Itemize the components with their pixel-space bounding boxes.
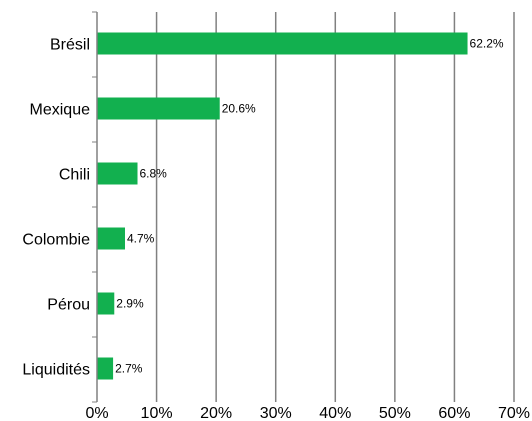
x-tick-label: 40%	[319, 405, 351, 421]
data-label: 6.8%	[140, 167, 168, 181]
labels: 0% 10% 20% 30% 40% 50% 60% 70% Brésil 62.2% Mexiqu…	[22, 37, 530, 421]
category-label: Brésil	[50, 37, 90, 54]
bar-2	[97, 162, 138, 185]
category-label: Pérou	[47, 297, 90, 314]
bars	[97, 32, 468, 380]
data-label: 2.7%	[115, 362, 143, 376]
category-label: Chili	[59, 167, 90, 184]
axes	[92, 11, 98, 403]
x-tick-label: 70%	[498, 405, 530, 421]
category-label: Mexique	[30, 102, 91, 119]
bar-0	[97, 32, 468, 55]
category-label: Colombie	[22, 232, 90, 249]
data-label: 4.7%	[127, 232, 155, 246]
x-tick-label: 10%	[141, 405, 173, 421]
x-tick-label: 0%	[85, 405, 108, 421]
category-label: Liquidités	[22, 362, 90, 379]
x-tick-label: 30%	[260, 405, 292, 421]
bar-1	[97, 97, 220, 120]
data-label: 20.6%	[222, 102, 256, 116]
bar-5	[97, 357, 114, 380]
bar-4	[97, 292, 115, 315]
grid-lines	[155, 12, 515, 402]
x-tick-label: 20%	[200, 405, 232, 421]
x-tick-label: 50%	[379, 405, 411, 421]
data-label: 62.2%	[470, 37, 504, 51]
x-tick-label: 60%	[438, 405, 470, 421]
bar-3	[97, 227, 125, 250]
data-label: 2.9%	[116, 297, 144, 311]
